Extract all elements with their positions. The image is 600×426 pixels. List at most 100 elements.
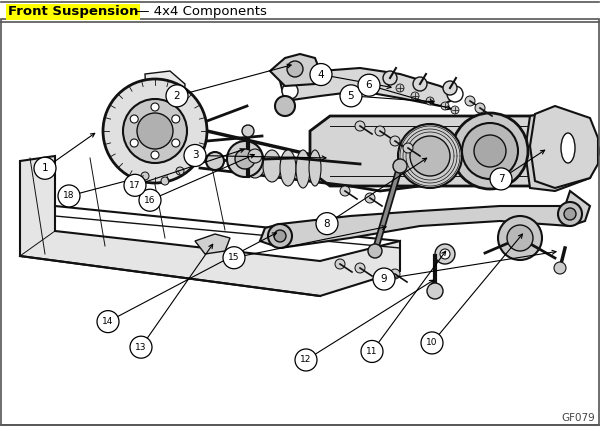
Circle shape [242,125,254,137]
Ellipse shape [245,150,265,178]
Circle shape [124,174,146,196]
Circle shape [465,96,475,106]
Polygon shape [260,191,590,248]
Circle shape [390,136,400,146]
Circle shape [447,86,463,102]
Circle shape [123,99,187,163]
Ellipse shape [263,150,281,182]
Text: 11: 11 [366,347,378,356]
Circle shape [310,63,332,86]
Text: 1: 1 [41,163,49,173]
Text: 14: 14 [103,317,113,326]
Circle shape [358,74,380,96]
Circle shape [130,139,138,147]
Circle shape [355,263,365,273]
Circle shape [383,71,397,85]
Text: 16: 16 [144,196,156,205]
Circle shape [137,113,173,149]
Text: 15: 15 [228,253,240,262]
Circle shape [235,149,255,169]
Circle shape [398,124,462,188]
Circle shape [335,259,345,269]
Ellipse shape [296,150,310,188]
Text: 9: 9 [380,274,388,284]
Polygon shape [525,111,600,191]
Circle shape [172,115,180,123]
Text: 6: 6 [365,80,373,90]
Polygon shape [310,116,590,186]
Circle shape [184,144,206,167]
Text: 3: 3 [191,150,199,161]
Circle shape [227,141,263,177]
Circle shape [396,84,404,92]
Circle shape [375,126,385,136]
Circle shape [361,340,383,363]
Ellipse shape [280,150,296,186]
Circle shape [554,262,566,274]
Circle shape [368,244,382,258]
Circle shape [451,106,459,114]
Circle shape [151,151,159,159]
Circle shape [176,167,184,175]
Circle shape [172,139,180,147]
Circle shape [498,216,542,260]
Circle shape [421,332,443,354]
Circle shape [97,311,119,333]
Circle shape [295,349,317,371]
Circle shape [282,83,298,99]
Circle shape [441,102,449,110]
Circle shape [340,85,362,107]
Circle shape [558,202,582,226]
Circle shape [475,103,485,113]
Text: 17: 17 [129,181,141,190]
Text: 8: 8 [323,219,331,229]
Text: 10: 10 [426,338,438,348]
Bar [1,2,599,22]
Circle shape [462,123,518,179]
Circle shape [474,135,506,167]
Circle shape [139,189,161,211]
Text: 2: 2 [173,91,181,101]
Circle shape [275,96,295,116]
Text: 7: 7 [497,174,505,184]
Circle shape [411,92,419,100]
Circle shape [435,244,455,264]
Text: 12: 12 [301,355,311,365]
Text: 4: 4 [317,69,325,80]
Circle shape [365,193,375,203]
Polygon shape [530,106,598,188]
Circle shape [443,81,457,95]
Circle shape [507,225,533,251]
Circle shape [452,113,528,189]
Circle shape [393,159,407,173]
Circle shape [268,224,292,248]
Circle shape [410,136,450,176]
Circle shape [130,115,138,123]
Circle shape [34,157,56,179]
Circle shape [390,269,400,279]
Circle shape [413,77,427,91]
Circle shape [316,213,338,235]
Text: 18: 18 [63,191,75,201]
Ellipse shape [561,133,575,163]
Polygon shape [145,71,185,178]
Text: — 4x4 Components: — 4x4 Components [132,6,267,18]
Circle shape [427,283,443,299]
Circle shape [403,143,413,153]
Ellipse shape [309,150,321,186]
Text: 13: 13 [135,343,147,352]
Circle shape [340,186,350,196]
Circle shape [130,336,152,358]
Polygon shape [195,234,230,254]
Circle shape [287,61,303,77]
Circle shape [355,121,365,131]
Circle shape [274,230,286,242]
Circle shape [564,208,576,220]
Circle shape [161,177,169,185]
Circle shape [58,185,80,207]
Text: 5: 5 [347,91,355,101]
Text: GF079: GF079 [561,413,595,423]
Circle shape [490,168,512,190]
Circle shape [103,79,207,183]
Polygon shape [280,68,460,106]
